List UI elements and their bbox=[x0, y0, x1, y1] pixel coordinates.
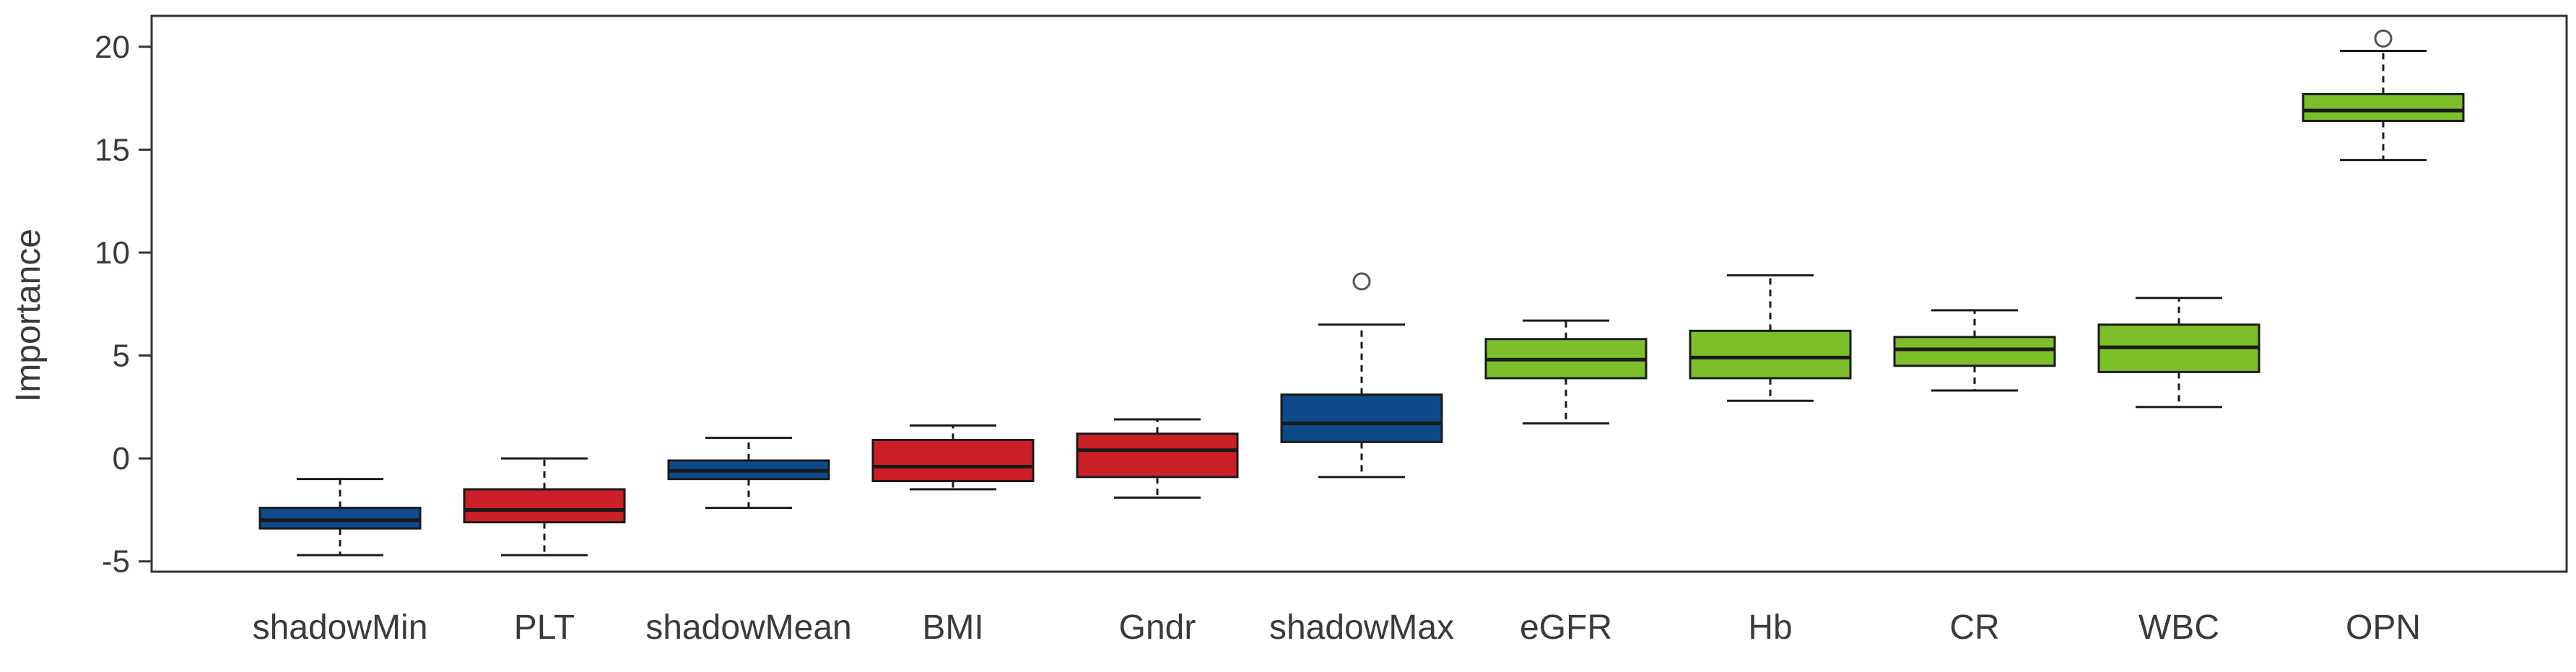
x-tick-label-Gndr: Gndr bbox=[1119, 608, 1196, 647]
box-shadowMax bbox=[1280, 272, 1443, 479]
x-tick-label-shadowMin: shadowMin bbox=[253, 608, 428, 647]
y-axis-ticks: 20 15 10 5 0 -5 bbox=[95, 30, 152, 580]
box-PLT bbox=[463, 457, 626, 557]
y-tick-label: -5 bbox=[102, 544, 130, 580]
outlier-point bbox=[2374, 29, 2393, 48]
box-body bbox=[2302, 92, 2465, 122]
box-group bbox=[258, 29, 2465, 557]
box-body bbox=[1893, 336, 2056, 367]
box-Gndr bbox=[1076, 418, 1239, 499]
x-axis-labels: shadowMin PLT shadowMean BMI Gndr shadowMax eG… bbox=[253, 608, 2421, 647]
box-BMI bbox=[871, 424, 1035, 491]
box-body bbox=[1076, 432, 1239, 479]
box-body bbox=[258, 507, 422, 530]
box-shadowMean bbox=[667, 437, 830, 510]
y-tick-label: 20 bbox=[95, 30, 130, 65]
box-eGFR bbox=[1484, 319, 1648, 425]
box-OPN bbox=[2302, 29, 2465, 162]
box-body bbox=[463, 488, 626, 524]
y-tick-label: 5 bbox=[113, 339, 130, 374]
x-tick-label-OPN: OPN bbox=[2346, 608, 2421, 647]
outlier-point bbox=[1352, 272, 1371, 291]
y-tick-label: 0 bbox=[113, 441, 130, 476]
box-body bbox=[1689, 329, 1852, 380]
y-axis-title: Importance bbox=[9, 229, 48, 402]
x-tick-label-Hb: Hb bbox=[1748, 608, 1792, 647]
x-tick-label-BMI: BMI bbox=[922, 608, 983, 647]
x-tick-label-WBC: WBC bbox=[2138, 608, 2219, 647]
box-CR bbox=[1893, 309, 2056, 392]
y-tick-label: 10 bbox=[95, 235, 130, 271]
box-shadowMin bbox=[258, 478, 422, 557]
y-tick-label: 15 bbox=[95, 132, 130, 167]
x-tick-label-CR: CR bbox=[1949, 608, 1999, 647]
x-tick-label-eGFR: eGFR bbox=[1520, 608, 1612, 647]
x-tick-label-shadowMax: shadowMax bbox=[1269, 608, 1454, 647]
box-body bbox=[1280, 393, 1443, 443]
box-WBC bbox=[2097, 297, 2260, 409]
box-body bbox=[871, 438, 1035, 483]
plot-frame bbox=[150, 14, 2568, 573]
box-Hb bbox=[1689, 274, 1852, 402]
x-tick-label-shadowMean: shadowMean bbox=[645, 608, 852, 647]
x-tick-label-PLT: PLT bbox=[514, 608, 575, 647]
